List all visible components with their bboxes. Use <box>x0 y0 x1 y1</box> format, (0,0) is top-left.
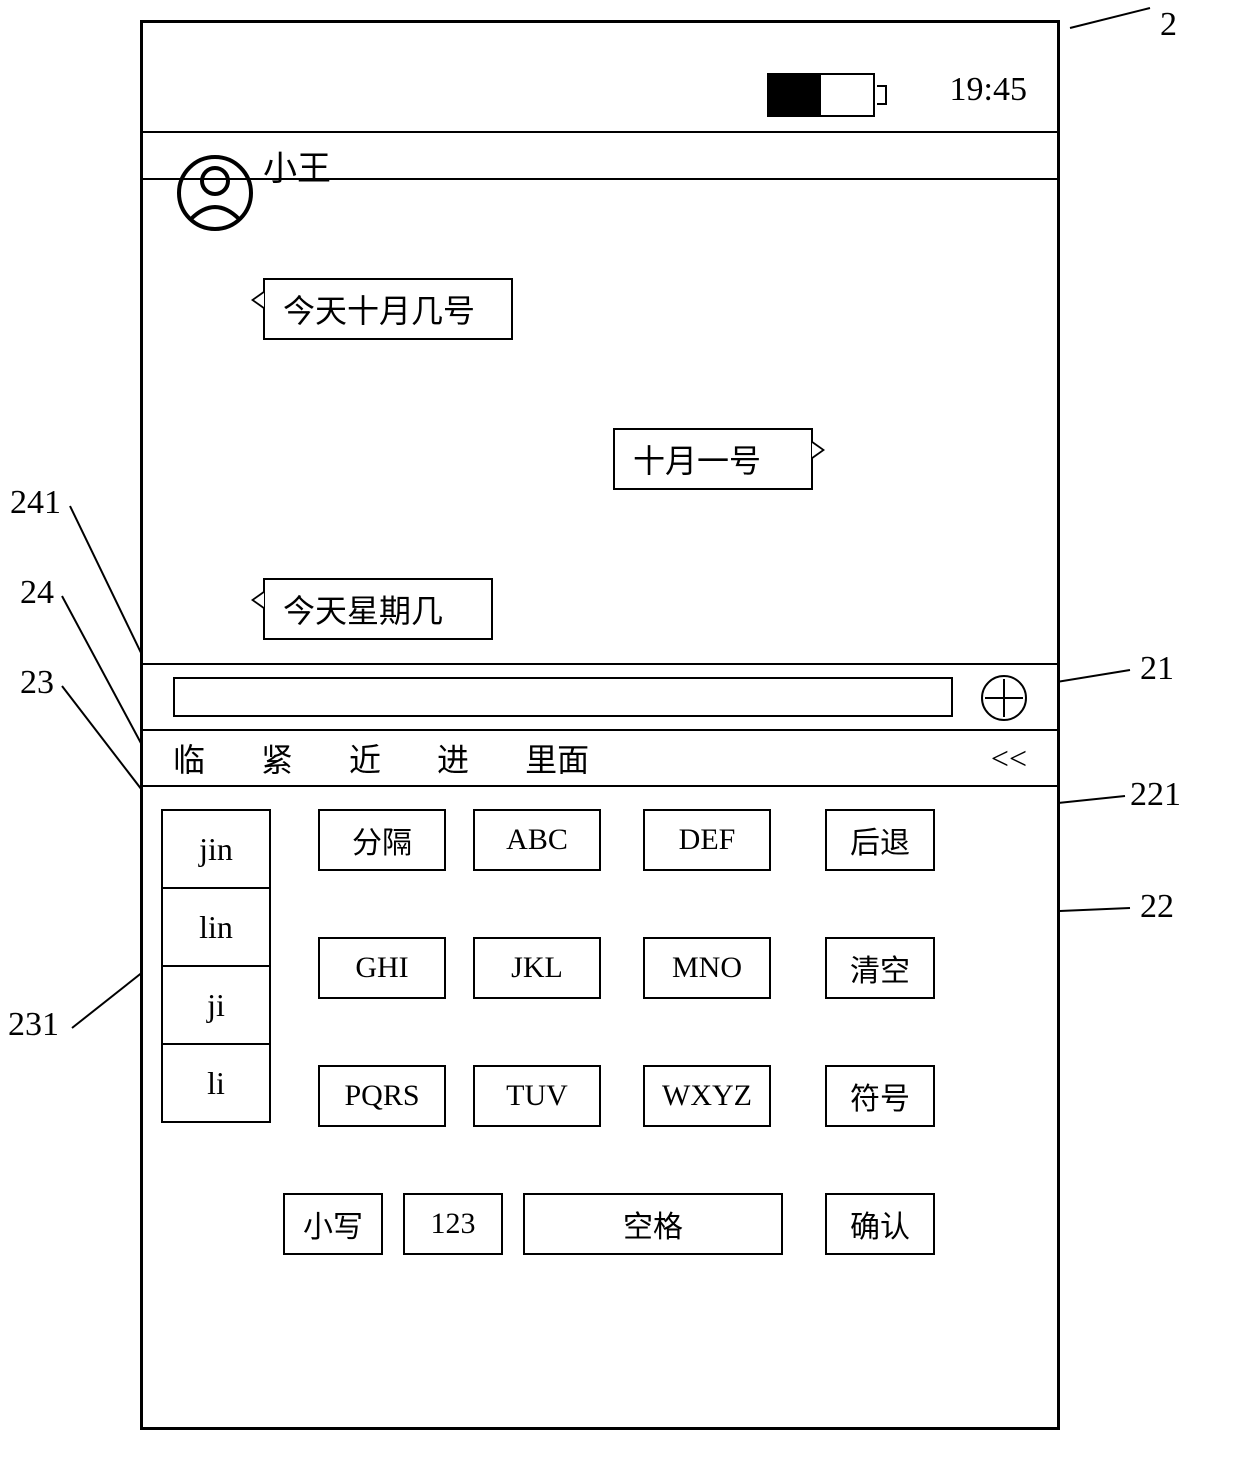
key-case[interactable]: 小写 <box>283 1193 383 1255</box>
candidate-item[interactable]: 近 <box>349 735 381 781</box>
candidate-item[interactable]: 临 <box>173 735 205 781</box>
callout-label-231: 231 <box>8 1006 59 1044</box>
syllable-column: jinlinjili <box>161 809 271 1121</box>
bubble-text: 今天十月几号 <box>283 293 475 329</box>
bubble-tail <box>251 590 265 610</box>
key-def[interactable]: DEF <box>643 809 771 871</box>
bubble-tail <box>251 290 265 310</box>
battery-tip <box>877 85 887 105</box>
message-input[interactable] <box>173 677 953 717</box>
candidate-item[interactable]: 紧 <box>261 735 293 781</box>
candidate-expand[interactable]: << <box>991 740 1027 777</box>
send-button[interactable] <box>981 675 1027 721</box>
syllable-cell[interactable]: ji <box>161 965 271 1045</box>
avatar-icon <box>163 153 267 238</box>
syllable-cell[interactable]: lin <box>161 887 271 967</box>
candidate-item[interactable]: 里面 <box>525 735 589 781</box>
key-enter[interactable]: 确认 <box>825 1193 935 1255</box>
key-symbol[interactable]: 符号 <box>825 1065 935 1127</box>
key-clear[interactable]: 清空 <box>825 937 935 999</box>
phone-frame: 19:45 小王 今天十月几号十月一号今天星期几 临 紧 近 进 里面 << jinlin… <box>140 20 1060 1430</box>
bubble-text: 十月一号 <box>633 443 761 479</box>
figure-canvas: 19:45 小王 今天十月几号十月一号今天星期几 临 紧 近 进 里面 << jinlin… <box>0 0 1240 1458</box>
chat-bubble: 十月一号 <box>613 428 813 490</box>
status-bar: 19:45 <box>143 23 1057 133</box>
key-abc[interactable]: ABC <box>473 809 601 871</box>
key-ghi[interactable]: GHI <box>318 937 446 999</box>
bubble-text: 今天星期几 <box>283 593 443 629</box>
key-jkl[interactable]: JKL <box>473 937 601 999</box>
chat-bubble: 今天星期几 <box>263 578 493 640</box>
contact-name: 小王 <box>263 141 331 190</box>
input-bar <box>143 663 1057 731</box>
key-num[interactable]: 123 <box>403 1193 503 1255</box>
syllable-cell[interactable]: jin <box>161 809 271 889</box>
key-sep[interactable]: 分隔 <box>318 809 446 871</box>
key-tuv[interactable]: TUV <box>473 1065 601 1127</box>
battery-fill <box>769 75 821 115</box>
callout-label-2: 2 <box>1160 6 1177 44</box>
bubble-tail <box>811 440 825 460</box>
chat-bubble: 今天十月几号 <box>263 278 513 340</box>
keyboard-area: jinlinjili 分隔 ABC DEF 后退 GHI JKL MNO 清空 PQRS TUV W… <box>143 789 1057 1427</box>
key-mno[interactable]: MNO <box>643 937 771 999</box>
battery-icon <box>767 73 887 117</box>
key-back[interactable]: 后退 <box>825 809 935 871</box>
candidate-item[interactable]: 进 <box>437 735 469 781</box>
callout-label-241: 241 <box>10 484 61 522</box>
key-space[interactable]: 空格 <box>523 1193 783 1255</box>
callout-label-23: 23 <box>20 664 54 702</box>
callout-label-22: 22 <box>1140 888 1174 926</box>
key-wxyz[interactable]: WXYZ <box>643 1065 771 1127</box>
clock-text: 19:45 <box>950 71 1027 109</box>
callout-label-221: 221 <box>1130 776 1181 814</box>
candidate-row: 临 紧 近 进 里面 << <box>143 731 1057 787</box>
callout-label-24: 24 <box>20 574 54 612</box>
key-pqrs[interactable]: PQRS <box>318 1065 446 1127</box>
battery-body <box>767 73 875 117</box>
callout-label-21: 21 <box>1140 650 1174 688</box>
syllable-cell[interactable]: li <box>161 1043 271 1123</box>
